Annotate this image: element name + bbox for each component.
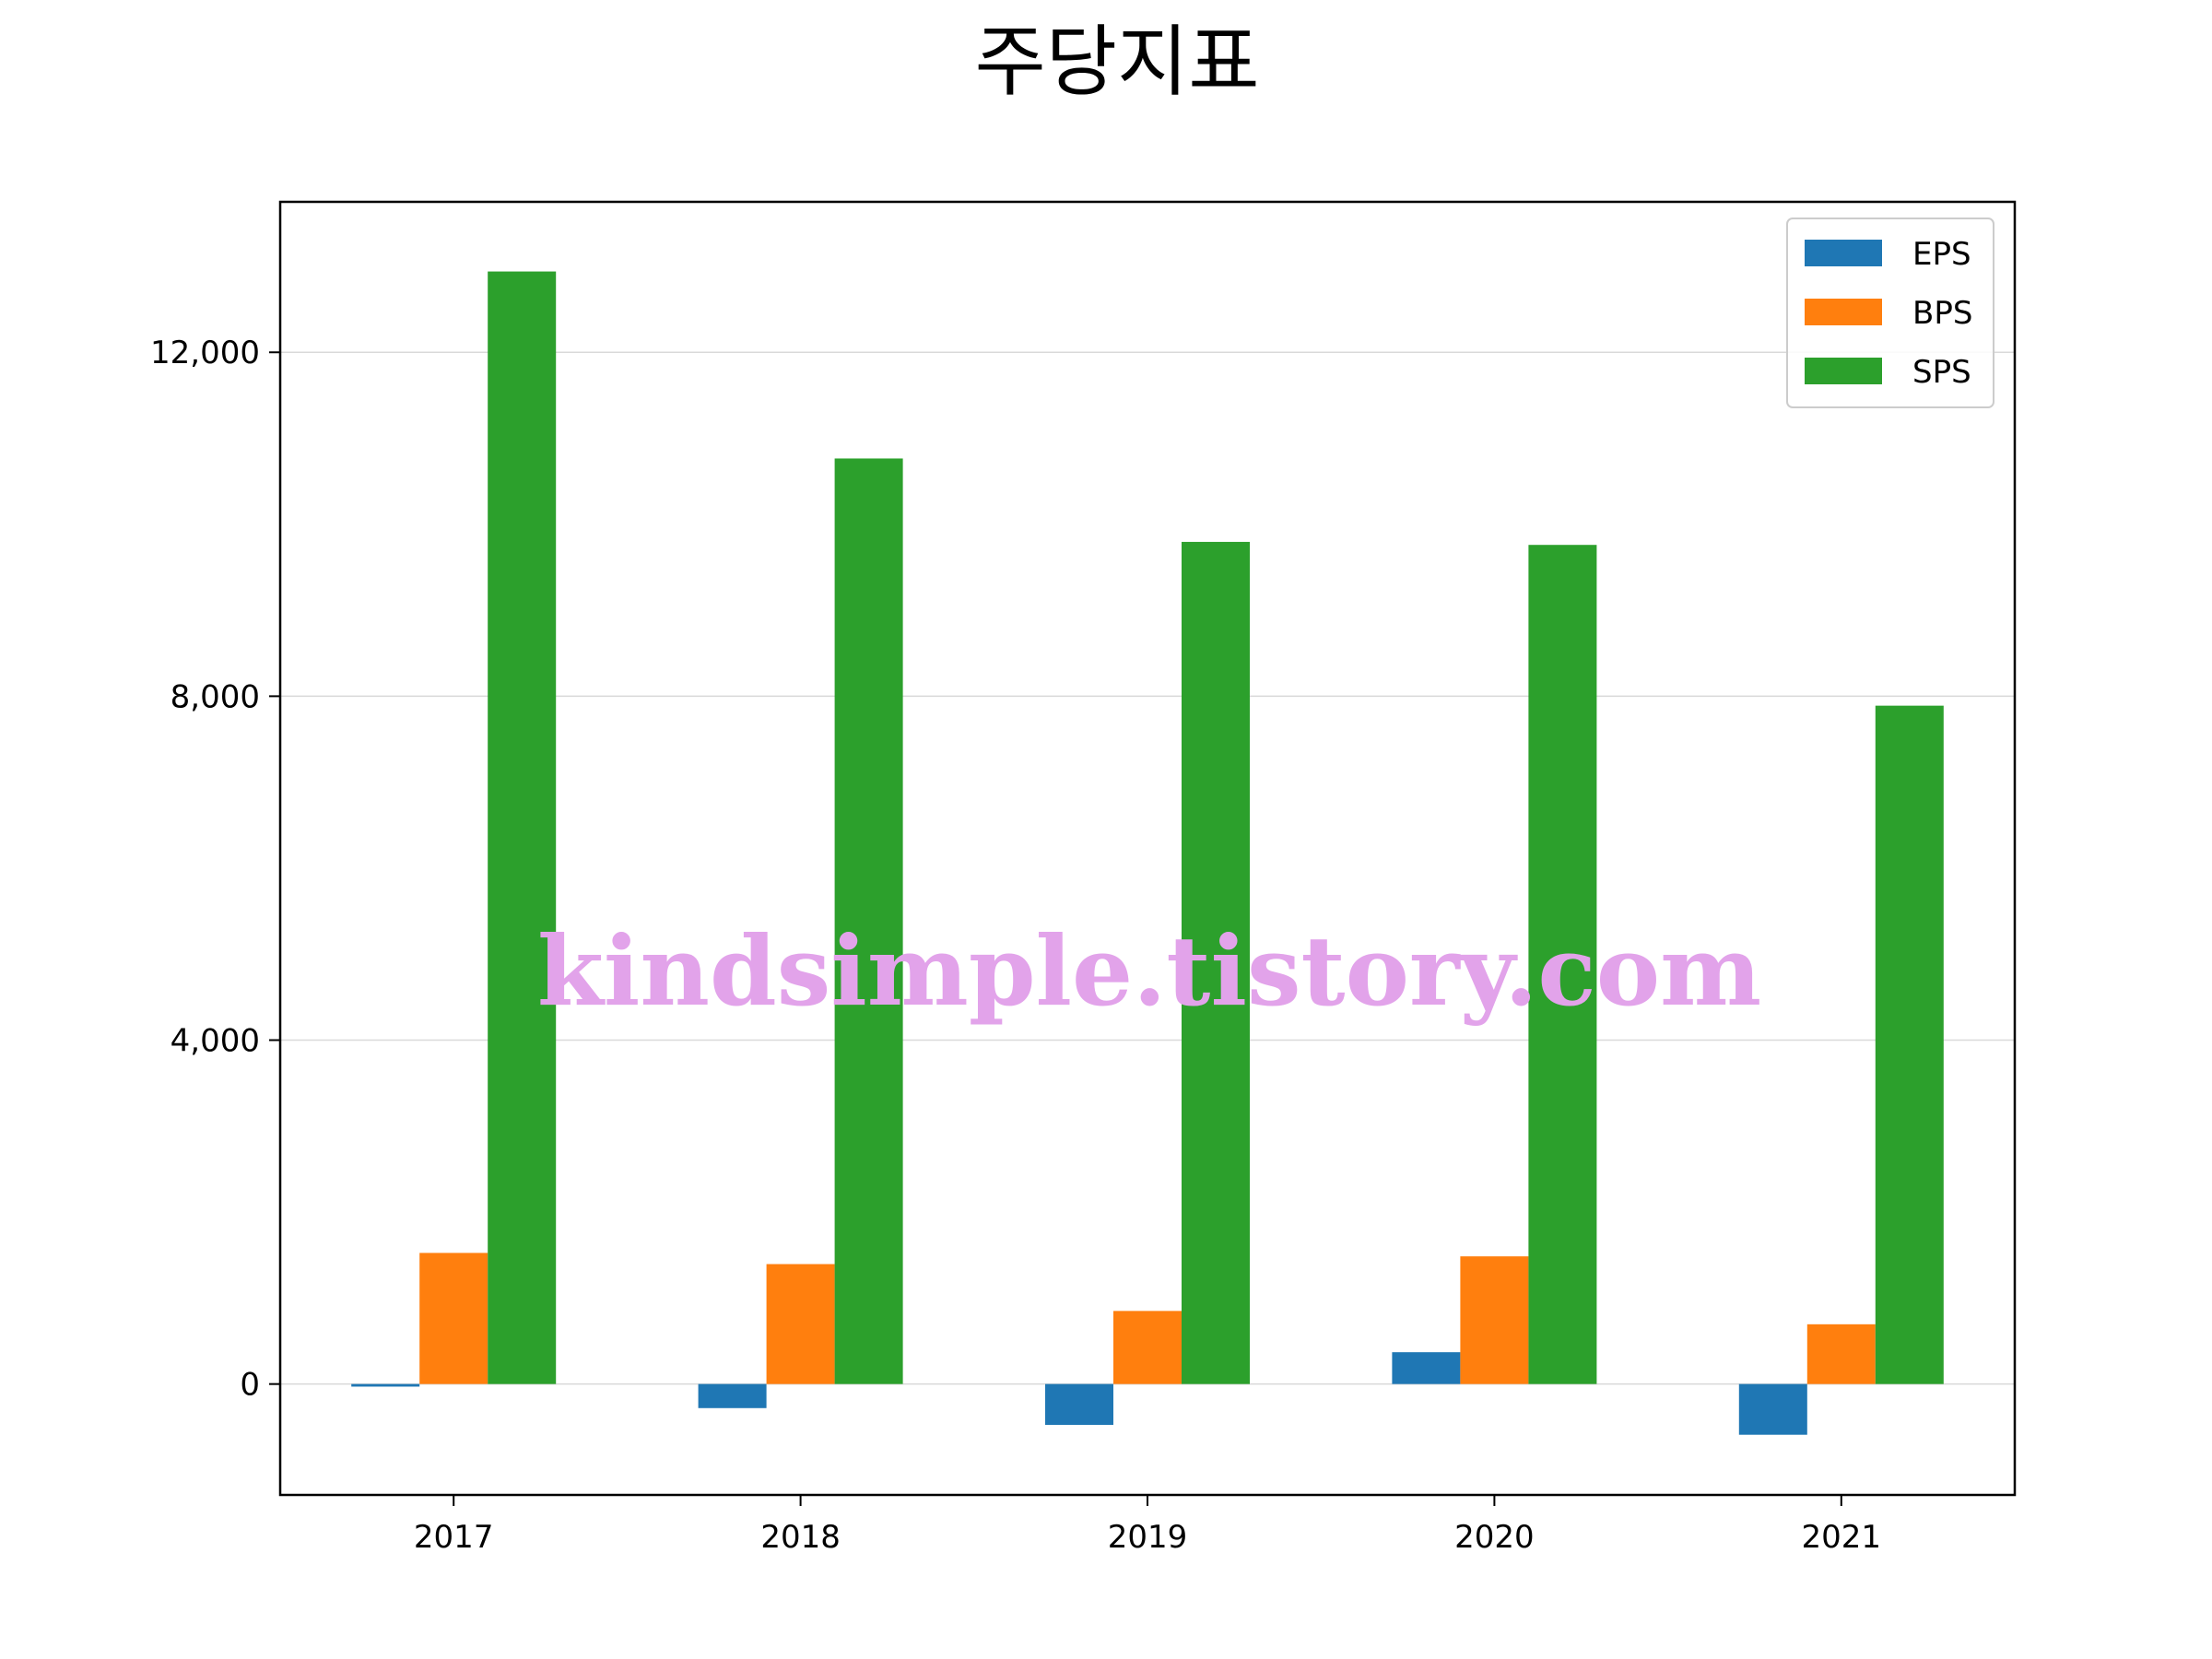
legend-label-sps: SPS	[1912, 354, 1971, 391]
bar-eps-2020	[1392, 1352, 1461, 1384]
bar-eps-2018	[698, 1383, 767, 1408]
legend-swatch-eps	[1805, 240, 1882, 266]
y-tick-label: 12,000	[150, 335, 260, 371]
x-axis: 2017 2018 2019 2020 2021	[414, 1495, 1881, 1556]
bar-sps-2021	[1875, 705, 1944, 1384]
legend-swatch-bps	[1805, 299, 1882, 325]
bar-bps-2021	[1806, 1324, 1876, 1384]
bar-bps-2018	[766, 1264, 835, 1384]
chart-title: 주당지표	[974, 17, 1259, 107]
x-tick-label: 2018	[760, 1519, 841, 1556]
legend-label-eps: EPS	[1912, 236, 1971, 273]
y-tick-label: 0	[240, 1367, 260, 1404]
y-axis: 0 4,000 8,000 12,000	[150, 335, 280, 1404]
bar-eps-2017	[351, 1383, 420, 1387]
bar-bps-2017	[419, 1253, 488, 1384]
bar-sps-2020	[1528, 545, 1597, 1384]
x-tick-label: 2017	[414, 1519, 494, 1556]
legend-label-bps: BPS	[1912, 295, 1972, 332]
legend-swatch-sps	[1805, 358, 1882, 384]
x-tick-label: 2021	[1802, 1519, 1882, 1556]
bar-eps-2019	[1045, 1383, 1113, 1425]
bar-sps-2019	[1182, 541, 1250, 1384]
x-tick-label: 2020	[1454, 1519, 1535, 1556]
legend: EPS BPS SPS	[1786, 218, 1994, 408]
watermark-text: kindsimple.tistory.com	[537, 914, 1761, 1028]
bars	[351, 271, 1944, 1435]
bar-sps-2018	[834, 458, 903, 1384]
x-tick-label: 2019	[1108, 1519, 1188, 1556]
bar-bps-2020	[1460, 1256, 1529, 1384]
bar-eps-2021	[1738, 1383, 1807, 1435]
y-tick-label: 8,000	[171, 678, 260, 715]
bar-sps-2017	[488, 271, 557, 1384]
bar-bps-2019	[1113, 1311, 1182, 1384]
y-tick-label: 4,000	[171, 1023, 260, 1060]
